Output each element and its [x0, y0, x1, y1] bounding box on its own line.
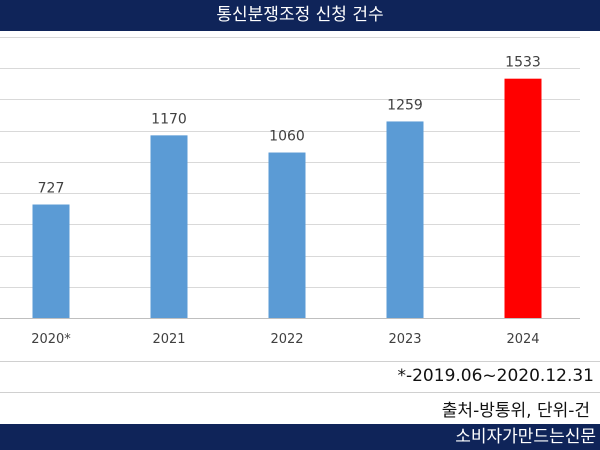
- chart-title-bar: 통신분쟁조정 신청 건수: [0, 0, 600, 31]
- x-tick-label: 2023: [388, 332, 421, 343]
- x-tick-label: 2024: [506, 332, 539, 343]
- bar-2023: [386, 121, 424, 318]
- publisher-footer: 소비자가만드는신문: [0, 424, 600, 450]
- bar-2021: [150, 135, 188, 318]
- publisher-name: 소비자가만드는신문: [455, 427, 596, 447]
- data-label: 1259: [387, 97, 423, 113]
- bar-2020: [32, 204, 70, 318]
- source-note: 출처-방통위, 단위-건: [441, 401, 590, 421]
- data-label: 1170: [151, 111, 187, 127]
- x-tick-label: 2022: [270, 332, 303, 343]
- data-label: 1533: [505, 55, 541, 71]
- divider-line: [0, 361, 600, 362]
- period-footnote: *-2019.06~2020.12.31: [397, 366, 594, 386]
- divider-line: [0, 392, 600, 393]
- x-tick-labels: 2020* 2021 2022 2023 2024: [31, 332, 539, 343]
- x-tick-label: 2021: [152, 332, 185, 343]
- data-label: 727: [38, 181, 65, 197]
- bar-2022: [268, 152, 306, 318]
- chart-title: 통신분쟁조정 신청 건수: [216, 5, 384, 25]
- x-tick-label: 2020*: [31, 332, 71, 343]
- bar-chart: 727 1170 1060 1259 1533 2020* 2021 2022 2023 202…: [0, 31, 600, 343]
- bar-2024: [504, 78, 542, 318]
- bars: [32, 78, 542, 318]
- data-labels: 727 1170 1060 1259 1533: [38, 55, 541, 197]
- data-label: 1060: [269, 129, 305, 145]
